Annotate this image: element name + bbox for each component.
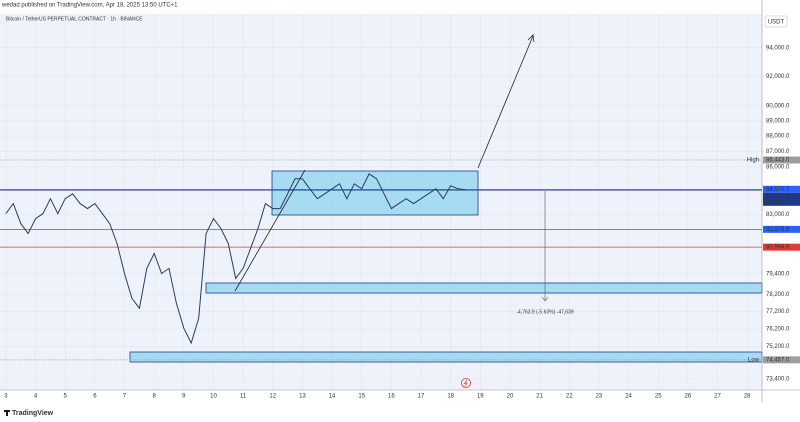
price-label-box bbox=[763, 243, 800, 251]
price-label: 74,457.0 bbox=[766, 357, 790, 363]
x-tick-label: 23 bbox=[596, 394, 603, 400]
x-tick-label: 20 bbox=[507, 394, 514, 400]
symbol-line: Bitcoin / TetherUS PERPETUAL CONTRACT · … bbox=[6, 16, 143, 22]
x-tick-label: 4 bbox=[34, 394, 38, 400]
x-tick-label: 15 bbox=[358, 394, 365, 400]
price-label: 84,570.7 bbox=[766, 187, 790, 193]
y-tick-label: 92,000.0 bbox=[766, 74, 790, 80]
x-tick-label: 24 bbox=[625, 394, 632, 400]
support-box bbox=[129, 351, 763, 363]
y-tick-label: 77,200.0 bbox=[766, 309, 790, 315]
price-line bbox=[5, 173, 466, 345]
x-tick-label: 16 bbox=[388, 394, 395, 400]
x-tick-label: 21 bbox=[536, 394, 543, 400]
price-label-box bbox=[763, 225, 800, 233]
price-label: 80,994.9 bbox=[766, 245, 790, 251]
x-tick-label: 25 bbox=[655, 394, 662, 400]
y-tick-label: 83,000.0 bbox=[766, 212, 790, 218]
author-line: wedad published on TradingView.com, Apr … bbox=[1, 3, 178, 9]
y-tick-label: 90,000.0 bbox=[766, 104, 790, 110]
x-tick-label: 13 bbox=[299, 394, 306, 400]
levels bbox=[0, 159, 762, 361]
y-tick-label: 78,200.0 bbox=[766, 292, 790, 298]
logo: TradingView bbox=[12, 410, 54, 417]
price-label-box bbox=[763, 192, 800, 206]
plot bbox=[5, 173, 466, 345]
y-tick-label: 88,000.0 bbox=[766, 134, 790, 140]
currency-box[interactable] bbox=[764, 15, 788, 28]
x-tick-label: 22 bbox=[566, 394, 573, 400]
measure-label: -4,763.9 (-5.63%) -47,639 bbox=[516, 309, 573, 315]
x-tick-label: 11 bbox=[240, 394, 247, 400]
price-label-box bbox=[763, 185, 800, 193]
price-label-box bbox=[763, 356, 800, 364]
y-tick-label: 89,000.0 bbox=[766, 119, 790, 125]
y-tick-label: 94,000.0 bbox=[766, 45, 790, 51]
price-label: 86,443.0 bbox=[766, 158, 790, 164]
x-tick-label: 8 bbox=[153, 394, 157, 400]
x-tick-label: 5 bbox=[64, 394, 68, 400]
x-tick-label: 19 bbox=[477, 394, 484, 400]
event-icon[interactable] bbox=[461, 378, 471, 388]
countdown: 09:10 bbox=[766, 200, 782, 206]
x-tick-label: 27 bbox=[714, 394, 721, 400]
x-tick-label: 26 bbox=[685, 394, 692, 400]
x-tick-label: 18 bbox=[447, 394, 454, 400]
y-tick-label: 79,400.0 bbox=[766, 271, 790, 277]
arrow-head bbox=[527, 34, 535, 43]
logo-icon bbox=[4, 410, 10, 416]
price-label: 82,079.8 bbox=[766, 227, 790, 233]
event-icon-bolt bbox=[463, 379, 468, 387]
trend-line bbox=[234, 169, 306, 292]
x-tick-label: 17 bbox=[418, 394, 425, 400]
x-tick-label: 12 bbox=[269, 394, 276, 400]
x-tick-label: 3 bbox=[4, 394, 8, 400]
y-tick-label: 76,200.0 bbox=[766, 326, 790, 332]
measure-arrow bbox=[541, 296, 549, 302]
level-tag: High bbox=[747, 158, 759, 164]
support-box bbox=[205, 282, 763, 294]
y-tick-label: 75,200.0 bbox=[766, 344, 790, 350]
x-tick-label: 10 bbox=[210, 394, 217, 400]
x-tick-label: 7 bbox=[123, 394, 127, 400]
projection-arrow bbox=[477, 35, 534, 169]
y-tick-label: 73,400.0 bbox=[766, 377, 790, 383]
x-tick-label: 6 bbox=[93, 394, 97, 400]
y-tick-label: 86,000.0 bbox=[766, 164, 790, 170]
price-label: 84,519.9 bbox=[766, 194, 790, 200]
level-tag: Low bbox=[748, 357, 760, 363]
x-tick-label: 9 bbox=[182, 394, 186, 400]
x-tick-label: 28 bbox=[744, 394, 751, 400]
currency: USDT bbox=[768, 20, 785, 26]
y-tick-label: 87,000.0 bbox=[766, 149, 790, 155]
x-tick-label: 14 bbox=[329, 394, 336, 400]
price-label-box bbox=[763, 156, 800, 164]
